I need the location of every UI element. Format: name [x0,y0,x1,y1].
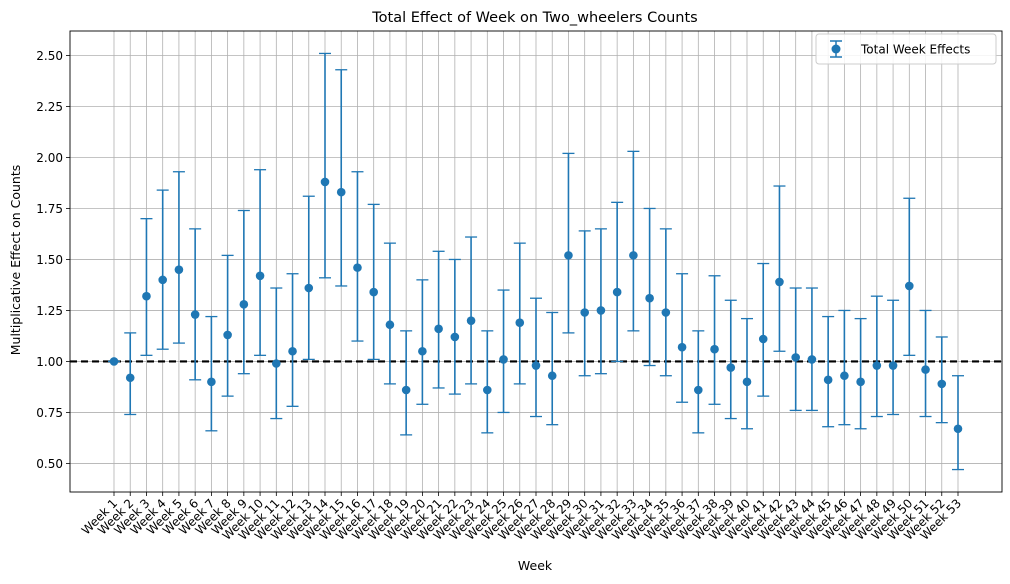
data-point [109,357,119,366]
legend-label: Total Week Effects [860,43,970,57]
legend-marker-point [831,44,841,54]
y-axis: 0.50 0.75 1.00 1.25 1.50 1.75 2.00 2.25 2.50 [36,49,70,471]
y-tick-label: 2.50 [36,49,63,63]
data-point [304,283,314,293]
data-point [937,379,947,389]
data-point [336,187,346,197]
y-tick-label: 1.25 [36,304,63,318]
data-point [905,281,914,291]
data-point [174,265,184,274]
data-point [694,385,703,395]
data-point [758,334,768,344]
data-point [385,320,395,330]
data-point [466,316,476,325]
data-point [125,373,135,383]
data-point [921,365,930,374]
data-point [710,344,719,354]
data-point [547,371,557,381]
data-point [807,355,817,364]
y-tick-label: 1.50 [36,253,63,267]
y-tick-label: 2.00 [36,151,63,165]
data-point [791,353,800,362]
data-point [207,377,216,387]
data-point [726,363,736,372]
data-point [953,424,963,434]
y-tick-label: 0.50 [36,457,63,471]
data-point [369,287,378,297]
data-point [531,361,541,370]
data-point [742,377,752,387]
data-point [629,251,638,260]
data-point [320,177,330,187]
data-point [499,355,508,364]
data-point [515,318,525,327]
data-point [872,361,882,370]
data-point [288,346,297,356]
legend: Total Week Effects [815,33,997,65]
data-layer [108,52,964,471]
data-point [418,346,427,356]
y-tick-label: 1.00 [36,355,63,369]
data-point [580,308,589,317]
data-point [158,275,167,285]
data-point [596,306,606,315]
data-point [190,310,200,319]
data-point [272,359,281,368]
data-point [661,308,671,317]
data-point [239,300,249,309]
chart-title: Total Effect of Week on Two_wheelers Cou… [371,10,697,26]
data-point [142,291,151,301]
data-point [434,324,443,334]
data-point [888,361,898,370]
data-point [840,371,849,381]
data-point [353,263,362,272]
y-tick-label: 2.25 [36,100,63,114]
x-axis-label: Week [518,558,553,573]
data-point [564,251,573,260]
y-tick-label: 0.75 [36,406,63,420]
data-point [677,342,687,352]
data-point [645,293,654,303]
data-point [856,377,865,387]
data-point [775,277,784,287]
data-point [483,385,492,395]
data-point [255,271,265,281]
data-point [401,385,411,395]
data-point [823,375,833,385]
data-point [450,332,460,342]
data-point [223,330,232,340]
y-tick-label: 1.75 [36,202,63,216]
y-axis-label: Multiplicative Effect on Counts [8,165,23,356]
legend-box [815,33,997,65]
data-point [612,287,622,297]
